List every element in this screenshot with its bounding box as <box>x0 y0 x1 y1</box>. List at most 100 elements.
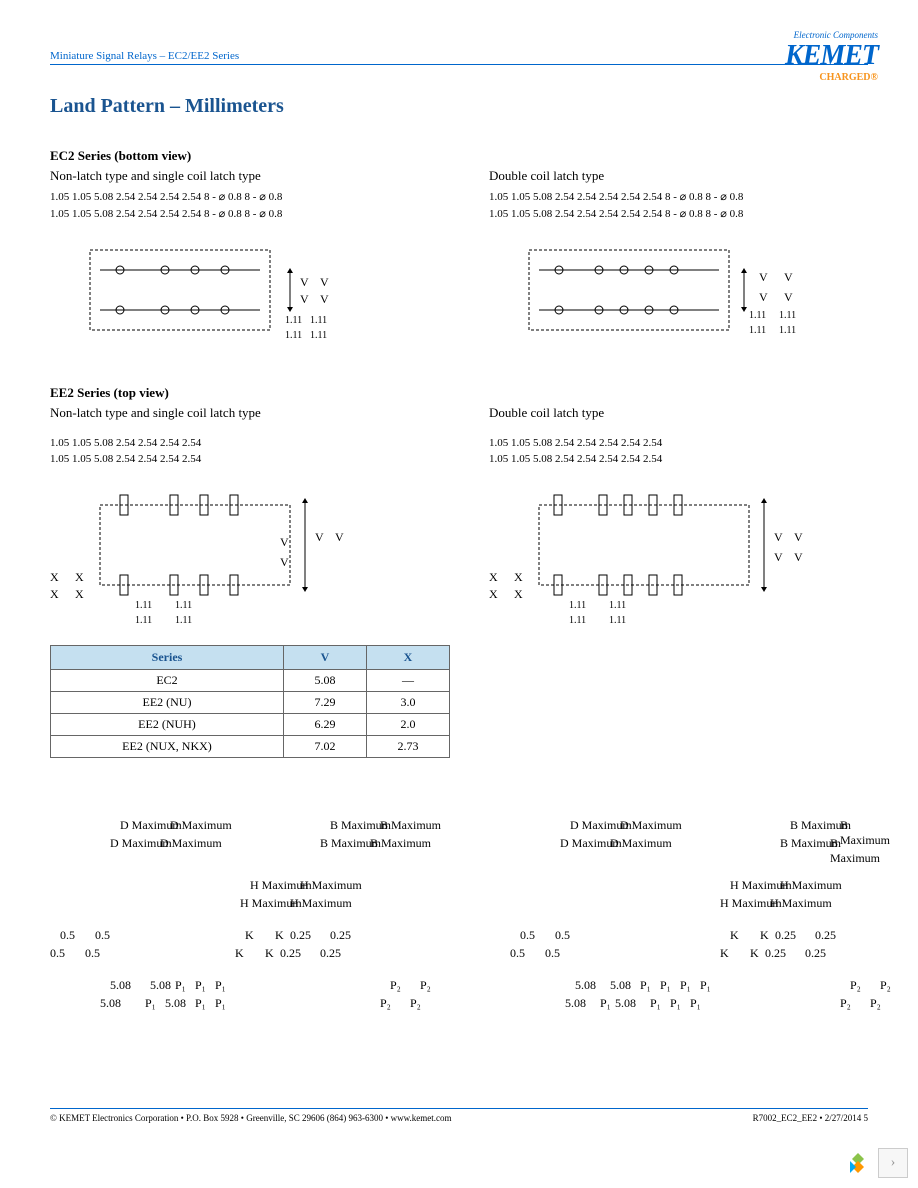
table-cell: 7.02 <box>283 736 366 758</box>
p1-label: P₁ <box>195 978 206 993</box>
v-label: V <box>320 275 329 290</box>
x-label: X <box>50 587 59 602</box>
val-05: 0.5 <box>50 946 65 961</box>
d-max-label: D Maximum <box>620 818 682 833</box>
p2-label: P₂ <box>420 978 431 993</box>
table-cell: 7.29 <box>283 692 366 714</box>
dim-111: 1.11 <box>569 615 586 626</box>
v-label: V <box>794 550 803 565</box>
page-footer: © KEMET Electronics Corporation • P.O. B… <box>50 1108 868 1123</box>
val-025: 0.25 <box>330 928 351 943</box>
ec2-right-svg <box>489 230 789 350</box>
ec2-left-diagram: V V V V 1.11 1.11 1.11 1.11 <box>50 230 429 355</box>
k-label: K <box>750 946 759 961</box>
k-label: K <box>760 928 769 943</box>
p1-label: P₁ <box>215 978 226 993</box>
v-label: V <box>335 530 344 545</box>
p1-label: P₁ <box>680 978 691 993</box>
p1-label: P₁ <box>660 978 671 993</box>
ec2-right-diagram: V V V V 1.11 1.11 1.11 1.11 <box>489 230 868 355</box>
ee2-right-svg <box>489 475 809 615</box>
val-508: 5.08 <box>165 996 186 1011</box>
ee2-right-dims1: 1.05 1.05 5.08 2.54 2.54 2.54 2.54 2.54 <box>489 437 868 449</box>
k-label: K <box>275 928 284 943</box>
dim-111: 1.11 <box>779 310 796 321</box>
table-row: EC2 5.08 — <box>51 670 450 692</box>
p2-label: P₂ <box>410 996 421 1011</box>
dim-111: 1.11 <box>609 600 626 611</box>
p1-label: P₁ <box>690 996 701 1011</box>
brand-logo: Electronic Components KEMET CHARGED® <box>785 30 878 83</box>
v-label: V <box>320 292 329 307</box>
v-label: V <box>784 270 793 285</box>
logo-text: KEMET <box>785 40 878 72</box>
ec2-left-caption: Non-latch type and single coil latch typ… <box>50 168 429 184</box>
val-05: 0.5 <box>510 946 525 961</box>
dim-111: 1.11 <box>175 615 192 626</box>
p1-label: P₁ <box>215 996 226 1011</box>
dim-111: 1.11 <box>569 600 586 611</box>
h-max-label: H Maximum <box>780 878 842 893</box>
dim-111: 1.11 <box>749 310 766 321</box>
v-label: V <box>784 290 793 305</box>
table-row: EE2 (NUX, NKX) 7.02 2.73 <box>51 736 450 758</box>
v-label: V <box>774 530 783 545</box>
ee2-left-caption: Non-latch type and single coil latch typ… <box>50 405 429 421</box>
pager: › <box>846 1148 908 1178</box>
dim-111: 1.11 <box>310 330 327 341</box>
val-025: 0.25 <box>280 946 301 961</box>
v-label: V <box>759 290 768 305</box>
ec2-left-dims2: 1.05 1.05 5.08 2.54 2.54 2.54 2.54 8 - ⌀… <box>50 207 429 220</box>
val-05: 0.5 <box>60 928 75 943</box>
b-max-label: B Maximum <box>380 818 441 833</box>
table-cell: EC2 <box>51 670 284 692</box>
v-label: V <box>300 292 309 307</box>
dim-111: 1.11 <box>749 325 766 336</box>
table-cell: EE2 (NUH) <box>51 714 284 736</box>
val-508: 5.08 <box>150 978 171 993</box>
d-max-label: D Maximum <box>170 818 232 833</box>
chevron-right-icon: › <box>891 1155 896 1171</box>
table-cell: 6.29 <box>283 714 366 736</box>
logo-charged: CHARGED® <box>785 72 878 83</box>
p1-label: P₁ <box>650 996 661 1011</box>
dim-111: 1.11 <box>310 315 327 326</box>
d-max-label: D Maximum <box>610 836 672 851</box>
p1-label: P₁ <box>195 996 206 1011</box>
p1-label: P₁ <box>175 978 186 993</box>
page-header: Miniature Signal Relays – EC2/EE2 Series <box>50 50 868 65</box>
table-cell: 2.73 <box>366 736 449 758</box>
v-label: V <box>794 530 803 545</box>
ec2-right-col: Double coil latch type 1.05 1.05 5.08 2.… <box>489 168 868 365</box>
ec2-diagram-row: Non-latch type and single coil latch typ… <box>50 168 868 365</box>
p1-label: P₁ <box>670 996 681 1011</box>
bottom-overlay-region: D Maximum D Maximum D Maximum D Maximum … <box>50 818 868 1068</box>
table-header: V <box>283 646 366 670</box>
dim-111: 1.11 <box>285 315 302 326</box>
v-label: V <box>280 535 289 550</box>
ec2-right-caption: Double coil latch type <box>489 168 868 184</box>
h-max-label: H Maximum <box>300 878 362 893</box>
x-label: X <box>489 570 498 585</box>
b-max-label: B Maximum <box>370 836 431 851</box>
ee2-left-svg <box>50 475 350 615</box>
x-label: X <box>514 587 523 602</box>
pager-next-button[interactable]: › <box>878 1148 908 1178</box>
ec2-left-col: Non-latch type and single coil latch typ… <box>50 168 429 365</box>
pager-logo-icon <box>846 1151 870 1175</box>
k-label: K <box>235 946 244 961</box>
dim-111: 1.11 <box>779 325 796 336</box>
p2-label: P₂ <box>880 978 891 993</box>
p1-label: P₁ <box>640 978 651 993</box>
val-508: 5.08 <box>610 978 631 993</box>
ee2-right-caption: Double coil latch type <box>489 405 868 421</box>
ec2-right-dims1: 1.05 1.05 5.08 2.54 2.54 2.54 2.54 2.54 … <box>489 190 868 203</box>
table-cell: 2.0 <box>366 714 449 736</box>
h-max-label: H Maximum <box>770 896 832 911</box>
v-label: V <box>300 275 309 290</box>
x-label: X <box>514 570 523 585</box>
v-label: V <box>315 530 324 545</box>
ee2-right-col: Double coil latch type 1.05 1.05 5.08 2.… <box>489 405 868 630</box>
val-05: 0.5 <box>85 946 100 961</box>
val-025: 0.25 <box>765 946 786 961</box>
